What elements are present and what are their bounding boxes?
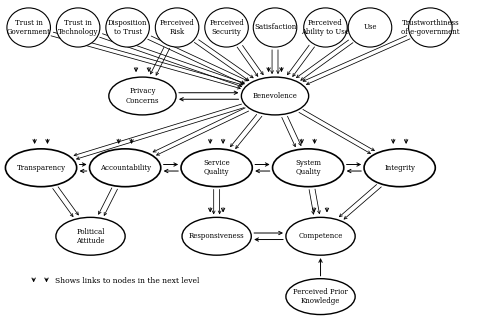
Text: Trust in
Technology: Trust in Technology bbox=[58, 19, 98, 36]
Ellipse shape bbox=[56, 217, 125, 255]
Text: Trust in
Government: Trust in Government bbox=[6, 19, 51, 36]
Text: Transparency: Transparency bbox=[16, 164, 66, 172]
Text: Integrity: Integrity bbox=[384, 164, 415, 172]
Ellipse shape bbox=[6, 149, 76, 187]
Text: Perceived
Risk: Perceived Risk bbox=[160, 19, 194, 36]
Text: Accountability: Accountability bbox=[100, 164, 150, 172]
Ellipse shape bbox=[109, 77, 176, 115]
Text: System
Quality: System Quality bbox=[295, 159, 321, 176]
Ellipse shape bbox=[272, 149, 344, 187]
Text: Perceived
Ability to Use: Perceived Ability to Use bbox=[302, 19, 350, 36]
Text: Benevolence: Benevolence bbox=[252, 92, 298, 100]
Text: Perceived
Security: Perceived Security bbox=[209, 19, 244, 36]
Ellipse shape bbox=[254, 8, 297, 47]
Ellipse shape bbox=[90, 149, 161, 187]
Text: Shows links to nodes in the next level: Shows links to nodes in the next level bbox=[55, 277, 200, 285]
Text: Privacy
Concerns: Privacy Concerns bbox=[126, 88, 159, 105]
Text: Perceived Prior
Knowledge: Perceived Prior Knowledge bbox=[293, 288, 348, 305]
Text: Satisfaction: Satisfaction bbox=[254, 23, 296, 32]
Text: Trustworthiness
of e-government: Trustworthiness of e-government bbox=[401, 19, 460, 36]
Text: Use: Use bbox=[363, 23, 376, 32]
Ellipse shape bbox=[182, 217, 252, 255]
Ellipse shape bbox=[156, 8, 199, 47]
Ellipse shape bbox=[304, 8, 347, 47]
Ellipse shape bbox=[205, 8, 248, 47]
Text: Disposition
to Trust: Disposition to Trust bbox=[108, 19, 148, 36]
Ellipse shape bbox=[408, 8, 452, 47]
Text: Responsiveness: Responsiveness bbox=[189, 232, 244, 240]
Ellipse shape bbox=[286, 279, 355, 315]
Text: Political
Attitude: Political Attitude bbox=[76, 228, 105, 245]
Ellipse shape bbox=[106, 8, 150, 47]
Ellipse shape bbox=[348, 8, 392, 47]
Ellipse shape bbox=[286, 217, 355, 255]
Ellipse shape bbox=[364, 149, 436, 187]
Ellipse shape bbox=[56, 8, 100, 47]
Text: Competence: Competence bbox=[298, 232, 343, 240]
Ellipse shape bbox=[242, 77, 308, 115]
Text: Service
Quality: Service Quality bbox=[204, 159, 230, 176]
Ellipse shape bbox=[7, 8, 51, 47]
Ellipse shape bbox=[181, 149, 252, 187]
